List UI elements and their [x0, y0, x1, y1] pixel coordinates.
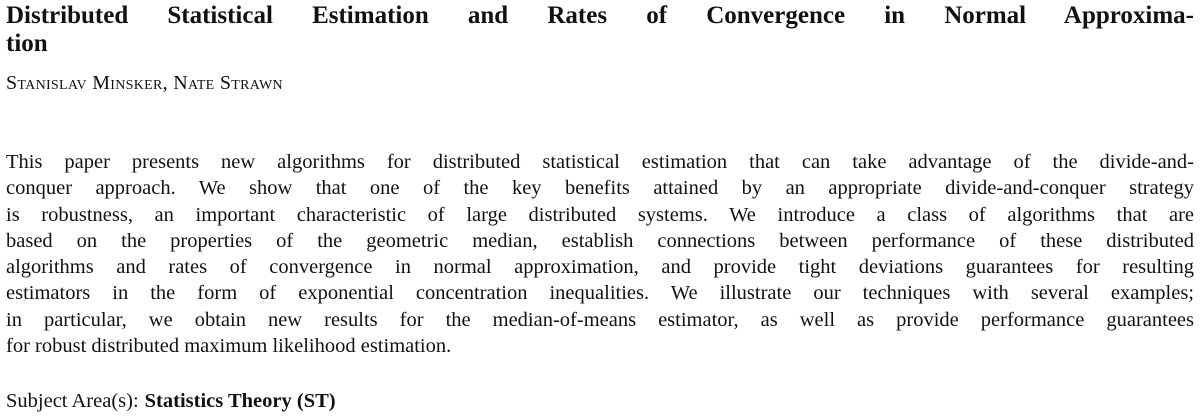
abstract-line: estimators in the form of exponential co… — [6, 282, 1194, 305]
subject-area: Subject Area(s): Statistics Theory (ST) — [6, 390, 336, 413]
subject-value: Statistics Theory (ST) — [144, 390, 336, 412]
subject-label: Subject Area(s): — [6, 390, 139, 412]
abstract-line: algorithms and rates of convergence in n… — [6, 256, 1194, 279]
abstract-line: in particular, we obtain new results for… — [6, 308, 1194, 331]
abstract-line: conquer approach. We show that one of th… — [6, 177, 1194, 200]
authors: Stanislav Minsker, Nate Strawn — [6, 72, 283, 94]
paper-title: Distributed Statistical Estimation and R… — [6, 2, 1194, 58]
abstract-line: This paper presents new algorithms for d… — [6, 151, 1194, 173]
abstract-line: for robust distributed maximum likelihoo… — [6, 335, 452, 358]
abstract-line: based on the properties of the geometric… — [6, 229, 1194, 252]
abstract-line: is robustness, an important characterist… — [6, 203, 1194, 226]
title-line: tion — [6, 30, 48, 57]
title-line: Distributed Statistical Estimation and R… — [6, 2, 1194, 29]
abstract: This paper presents new algorithms for d… — [6, 149, 1194, 359]
